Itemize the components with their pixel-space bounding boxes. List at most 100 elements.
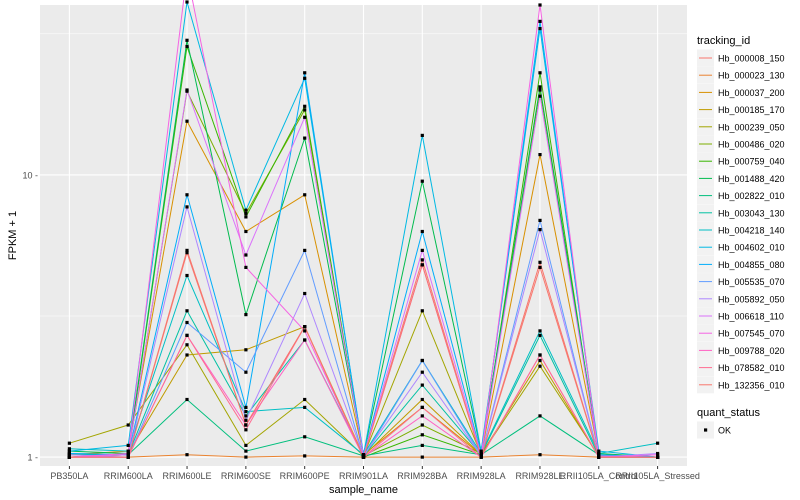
data-point	[303, 454, 307, 458]
legend-label: Hb_000037_200	[718, 88, 785, 98]
data-point	[67, 449, 71, 453]
legend: tracking_id Hb_000008_150Hb_000023_130Hb…	[697, 35, 785, 439]
data-point	[185, 309, 189, 313]
data-point	[126, 423, 130, 427]
legend-label: Hb_009788_020	[718, 346, 785, 356]
data-point	[244, 208, 248, 212]
data-point	[656, 453, 660, 457]
data-point	[244, 423, 248, 427]
data-point	[538, 453, 542, 457]
legend-label: Hb_000239_050	[718, 122, 785, 132]
data-point	[244, 265, 248, 269]
data-point	[244, 410, 248, 414]
data-point	[67, 447, 71, 451]
data-point	[420, 133, 424, 137]
data-point	[538, 88, 542, 92]
quant-status-legend-title: quant_status	[697, 407, 760, 419]
data-point	[538, 414, 542, 418]
data-point	[303, 108, 307, 112]
data-point	[303, 115, 307, 119]
data-point	[67, 453, 71, 457]
x-tick-label: RRIM600LA	[104, 471, 153, 481]
data-point	[303, 405, 307, 409]
legend-label: Hb_000023_130	[718, 71, 785, 81]
data-point	[420, 383, 424, 387]
data-point	[420, 263, 424, 267]
data-point	[420, 443, 424, 447]
x-tick-label: RRIM600LE	[163, 471, 212, 481]
data-point	[244, 414, 248, 418]
data-point	[538, 333, 542, 337]
data-point	[126, 455, 130, 459]
data-point	[244, 443, 248, 447]
data-point	[244, 313, 248, 317]
legend-label: Hb_000759_040	[718, 157, 785, 167]
data-point	[538, 353, 542, 357]
data-point	[244, 405, 248, 409]
legend-label: Hb_001488_420	[718, 174, 785, 184]
x-tick-label: RRIM600SE	[221, 471, 271, 481]
y-tick-label: 1 -	[27, 453, 38, 463]
legend-label: Hb_000185_170	[718, 105, 785, 115]
data-point	[244, 455, 248, 459]
data-point	[420, 358, 424, 363]
data-point	[185, 273, 189, 278]
data-point	[597, 455, 601, 459]
data-point	[303, 136, 307, 140]
data-point	[303, 325, 307, 329]
data-point	[303, 435, 307, 439]
legend-label: Hb_006618_110	[718, 312, 784, 322]
data-point	[420, 455, 424, 459]
legend-label: Hb_078582_010	[718, 363, 785, 373]
data-point	[420, 433, 424, 437]
data-point	[185, 453, 189, 457]
data-point	[244, 370, 248, 374]
data-point	[303, 397, 307, 402]
data-point	[538, 153, 542, 157]
data-point	[244, 418, 248, 422]
data-point	[538, 364, 542, 368]
data-point	[244, 428, 248, 432]
data-point	[420, 229, 424, 234]
x-tick-label: RRIM928LE	[515, 471, 564, 481]
legend-label: Hb_005892_050	[718, 294, 785, 304]
data-point	[244, 449, 248, 453]
legend-label: Hb_002822_010	[718, 191, 785, 201]
x-tick-label: RRII105LA_Stressed	[615, 471, 700, 481]
legend-label: Hb_007545_070	[718, 329, 785, 339]
data-point	[538, 228, 542, 232]
x-axis-label: sample_name	[329, 484, 398, 496]
legend-label: Hb_004218_140	[718, 226, 785, 236]
legend-label: Hb_000008_150	[718, 54, 785, 64]
data-point	[185, 38, 189, 42]
data-point	[538, 3, 542, 7]
data-point	[244, 348, 248, 352]
data-point	[126, 451, 130, 456]
data-point	[538, 358, 542, 363]
data-point	[185, 193, 189, 197]
data-point	[185, 205, 189, 209]
data-point	[420, 414, 424, 418]
data-point	[420, 258, 424, 262]
data-point	[244, 215, 248, 219]
data-point	[244, 211, 248, 216]
data-point	[303, 338, 307, 342]
legend-label: Hb_000486_020	[718, 140, 785, 150]
data-point	[538, 71, 542, 75]
quant-status-key-point	[704, 428, 708, 432]
data-point	[303, 104, 307, 108]
data-point	[185, 248, 189, 252]
data-point	[420, 397, 424, 402]
quant-status-legend-items: OK	[697, 421, 731, 439]
x-tick-label: RRIM928BA	[397, 471, 447, 481]
x-tick-label: RRIM928LA	[457, 471, 506, 481]
data-point	[420, 309, 424, 313]
data-point	[420, 179, 424, 183]
legend-label: Hb_004855_080	[718, 260, 785, 270]
x-tick-label: RRII105LA_Control	[560, 471, 638, 481]
data-point	[185, 88, 189, 92]
data-point	[656, 441, 660, 445]
data-point	[420, 248, 424, 252]
data-point	[538, 265, 542, 269]
